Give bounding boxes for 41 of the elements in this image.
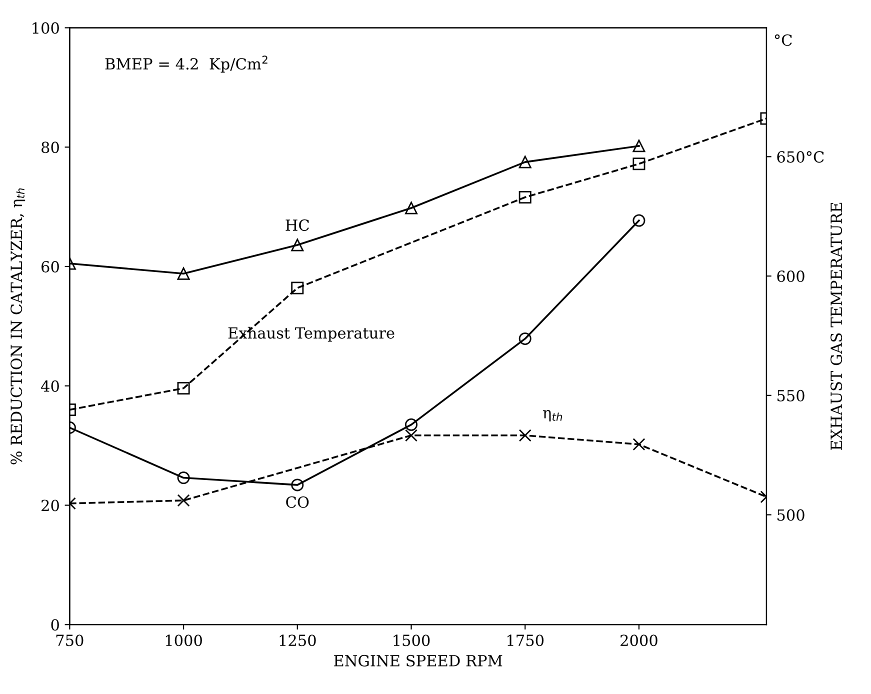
point (632, 438, 646, 451)
x-axis-title: ENGINE SPEED RPM (334, 654, 502, 666)
x-tick-label: 1750 (508, 634, 544, 646)
y2-tick-label: 650°C (777, 151, 824, 163)
point (632, 214, 646, 227)
series-label: Exhaust Temperature (228, 326, 394, 342)
point (518, 429, 532, 442)
annotation: BMEP = 4.2 Kp/Cm$^{2}$ (105, 56, 268, 73)
y-axis-title: % REDUCTION IN CATALYZER, η$_{th}$ (10, 188, 26, 464)
x-tick-label: 1500 (394, 634, 430, 646)
point (405, 429, 418, 442)
series-label: HC (286, 219, 309, 231)
point (291, 478, 304, 492)
y-tick-label: 40 (40, 380, 59, 392)
text: °C (774, 34, 792, 46)
y-tick-label: 20 (42, 500, 59, 512)
point (518, 191, 532, 204)
x-tick-label: 1250 (280, 634, 316, 646)
point (177, 472, 190, 484)
point (177, 494, 190, 507)
point (291, 238, 304, 252)
point (177, 267, 190, 280)
point (518, 332, 532, 345)
y2-tick-label: 600 (777, 270, 804, 282)
point (405, 202, 418, 214)
y-tick-label: 0 (51, 619, 59, 631)
x-tick-label: 1000 (166, 634, 202, 646)
point (291, 282, 304, 294)
y-tick-label: 60 (42, 260, 59, 273)
y-tick-label: 100 (32, 22, 59, 34)
x-tick-label: 750 (56, 634, 84, 646)
series-label: η$_{th}$ (543, 410, 562, 422)
y2-axis-title: EXHAUST GAS TEMPERATURE (830, 202, 842, 450)
y2-tick-label: 500 (778, 509, 804, 521)
point (632, 140, 646, 152)
x-tick-label: 2000 (620, 634, 658, 646)
series-label: CO (286, 496, 309, 508)
y2-tick-label: 550 (778, 390, 804, 402)
point (405, 418, 418, 431)
y-tick-label: 80 (42, 142, 59, 154)
point (518, 156, 532, 168)
